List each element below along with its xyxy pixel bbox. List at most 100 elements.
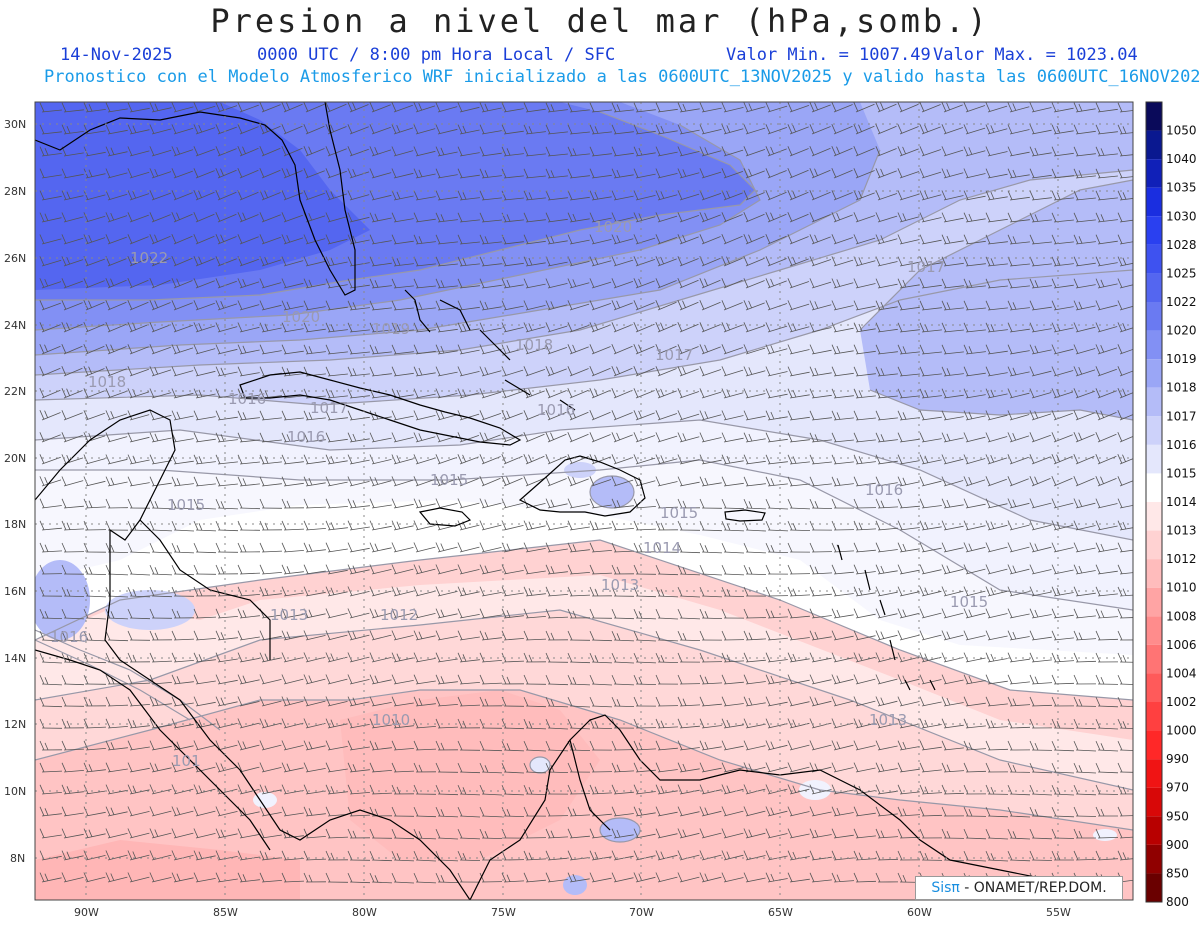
contour-label: 1013 xyxy=(869,711,907,729)
max-value: Valor Max. = 1023.04 xyxy=(933,45,1138,65)
lon-axis: 90W 85W 80W 75W 70W 65W 60W 55W xyxy=(74,906,1071,919)
contour-label: 1020 xyxy=(594,218,632,236)
colorbar-label: 1018 xyxy=(1166,381,1197,395)
contour-label: 1017 xyxy=(655,346,693,364)
colorbar-swatch xyxy=(1146,787,1162,817)
lon-label: 65W xyxy=(768,906,793,919)
min-value: Valor Min. = 1007.49 xyxy=(726,45,931,65)
colorbar-swatch xyxy=(1146,844,1162,874)
lat-axis: 30N 28N 26N 24N 22N 20N 18N 16N 14N 12N … xyxy=(4,118,26,865)
colorbar-swatch xyxy=(1146,187,1162,217)
contour-label: 1014 xyxy=(643,539,681,557)
colorbar-label: 1020 xyxy=(1166,324,1197,338)
contour-label: 1017 xyxy=(907,258,945,276)
colorbar-label: 1035 xyxy=(1166,181,1197,195)
lat-label: 16N xyxy=(4,585,26,598)
lon-label: 75W xyxy=(491,906,516,919)
colorbar-swatch xyxy=(1146,330,1162,360)
lat-label: 20N xyxy=(4,452,26,465)
colorbar-swatch xyxy=(1146,644,1162,674)
colorbar-label: 1012 xyxy=(1166,552,1197,566)
contour-label: 1015 xyxy=(660,504,698,522)
lon-label: 70W xyxy=(629,906,654,919)
colorbar-swatch xyxy=(1146,759,1162,788)
lon-label: 55W xyxy=(1046,906,1071,919)
colorbar-label: 1008 xyxy=(1166,609,1197,623)
colorbar-swatch xyxy=(1146,302,1162,331)
contour-label: 1016 xyxy=(537,401,575,419)
colorbar-label: 1022 xyxy=(1166,295,1197,309)
colorbar-label: 1013 xyxy=(1166,524,1197,538)
contour-label: 1015 xyxy=(167,496,205,514)
lat-label: 30N xyxy=(4,118,26,131)
wind-barb xyxy=(39,102,1133,884)
contour-label: 1013 xyxy=(270,606,308,624)
colorbar-label: 1050 xyxy=(1166,124,1197,138)
colorbar-label: 1002 xyxy=(1166,695,1197,709)
lon-label: 85W xyxy=(213,906,238,919)
colorbar-label: 1010 xyxy=(1166,581,1197,595)
colorbar-label: 1004 xyxy=(1166,666,1197,680)
colorbar-label: 1017 xyxy=(1166,409,1197,423)
contour-label: 1016 xyxy=(865,481,903,499)
colorbar-label: 1016 xyxy=(1166,438,1197,452)
colorbar-swatch xyxy=(1146,559,1162,588)
colorbar-label: 1014 xyxy=(1166,495,1197,509)
sispi-logo: Sisπ xyxy=(931,880,960,896)
contour-labels: 1022 1020 1020 1019 1018 1018 1017 1017 … xyxy=(50,218,988,770)
contour-label: 1016 xyxy=(228,390,266,408)
lat-label: 28N xyxy=(4,185,26,198)
colorbar-label: 1040 xyxy=(1166,152,1197,166)
contour-label: 1015 xyxy=(430,471,468,489)
date-label: 14-Nov-2025 xyxy=(60,45,173,65)
colorbar-swatch xyxy=(1146,502,1162,531)
colorbar-swatch xyxy=(1146,587,1162,617)
lat-label: 8N xyxy=(10,852,25,865)
colorbar-swatch xyxy=(1146,530,1162,560)
colorbar-swatch xyxy=(1146,616,1162,645)
contour-label: 1018 xyxy=(515,336,553,354)
isobar-lines xyxy=(35,111,1133,843)
contour-label: 101 xyxy=(172,752,201,770)
contour-label: 1020 xyxy=(282,308,320,326)
lon-label: 90W xyxy=(74,906,99,919)
contour-label: 1016 xyxy=(287,428,325,446)
wind-barbs xyxy=(39,102,1133,884)
colorbar-swatch xyxy=(1146,444,1162,474)
time-info: 0000 UTC / 8:00 pm Hora Local / SFC xyxy=(257,45,616,65)
lat-label: 22N xyxy=(4,385,26,398)
colorbar-swatch xyxy=(1146,730,1162,760)
colorbar-label: 850 xyxy=(1166,866,1189,880)
colorbar-swatch xyxy=(1146,102,1162,131)
colorbar-label: 990 xyxy=(1166,752,1189,766)
map-frame xyxy=(34,101,1134,901)
contour-label: 1012 xyxy=(380,606,418,624)
colorbar-swatch xyxy=(1146,702,1162,731)
pressure-colorbar: 1050 1040 1035 1030 1028 1025 1022 1020 1019 1018… xyxy=(1145,101,1197,909)
contour-label: 1015 xyxy=(950,593,988,611)
colorbar-swatch xyxy=(1146,416,1162,445)
colorbar-label: 1019 xyxy=(1166,352,1197,366)
lat-label: 26N xyxy=(4,252,26,265)
lat-label: 12N xyxy=(4,718,26,731)
colorbar-label: 1030 xyxy=(1166,209,1197,223)
contour-label: 1013 xyxy=(601,576,639,594)
lat-label: 24N xyxy=(4,319,26,332)
colorbar-label: 1028 xyxy=(1166,238,1197,252)
lat-label: 14N xyxy=(4,652,26,665)
colorbar-label: 1000 xyxy=(1166,724,1197,738)
contour-label: 1010 xyxy=(372,711,410,729)
contour-label: 1018 xyxy=(88,373,126,391)
contour-label: 1019 xyxy=(372,320,410,338)
colorbar-label: 970 xyxy=(1166,781,1189,795)
credit-text: - ONAMET/REP.DOM. xyxy=(959,880,1107,896)
lat-lon-grid xyxy=(35,102,1133,900)
contour-label: 1017 xyxy=(310,399,348,417)
coastlines xyxy=(35,102,1081,900)
colorbar-swatch xyxy=(1146,244,1162,274)
map-title: Presion a nivel del mar (hPa,somb.) xyxy=(210,2,990,40)
credit-box: Sisπ - ONAMET/REP.DOM. xyxy=(915,876,1123,900)
colorbar-swatch xyxy=(1146,216,1162,245)
contour-label: 1016 xyxy=(50,628,88,646)
